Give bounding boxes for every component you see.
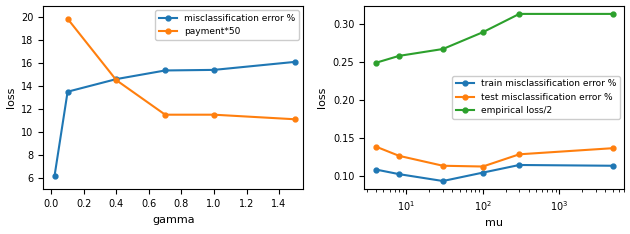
train misclassification error % (439, 180, 447, 183)
test misclassification error % (479, 165, 486, 168)
payment*50 (161, 113, 169, 116)
misclassification error % (51, 174, 59, 177)
Y-axis label: loss: loss (318, 87, 328, 108)
test misclassification error % (609, 147, 616, 150)
train misclassification error % (515, 164, 523, 166)
X-axis label: mu: mu (485, 219, 503, 228)
empirical loss/2 (372, 61, 380, 64)
Line: test misclassification error %: test misclassification error % (374, 144, 615, 169)
test misclassification error % (439, 164, 447, 167)
test misclassification error % (372, 145, 380, 148)
payment*50 (210, 113, 218, 116)
empirical loss/2 (609, 12, 616, 15)
payment*50 (113, 79, 120, 82)
train misclassification error % (479, 171, 486, 174)
Y-axis label: loss: loss (6, 87, 16, 108)
empirical loss/2 (515, 12, 523, 15)
payment*50 (292, 118, 299, 121)
misclassification error % (64, 90, 71, 93)
train misclassification error % (395, 173, 403, 176)
Legend: misclassification error %, payment*50: misclassification error %, payment*50 (155, 10, 299, 40)
train misclassification error % (609, 164, 616, 167)
empirical loss/2 (439, 48, 447, 50)
misclassification error % (292, 60, 299, 63)
empirical loss/2 (479, 31, 486, 34)
test misclassification error % (515, 153, 523, 156)
empirical loss/2 (395, 55, 403, 57)
misclassification error % (161, 69, 169, 72)
X-axis label: gamma: gamma (152, 215, 195, 225)
train misclassification error % (372, 168, 380, 171)
misclassification error % (113, 78, 120, 80)
Legend: train misclassification error %, test misclassification error %, empirical loss/: train misclassification error %, test mi… (452, 76, 620, 119)
misclassification error % (210, 69, 218, 71)
Line: payment*50: payment*50 (65, 16, 298, 122)
Line: train misclassification error %: train misclassification error % (374, 163, 615, 183)
payment*50 (64, 17, 71, 20)
Line: empirical loss/2: empirical loss/2 (374, 11, 615, 65)
test misclassification error % (395, 154, 403, 157)
Line: misclassification error %: misclassification error % (52, 59, 298, 178)
